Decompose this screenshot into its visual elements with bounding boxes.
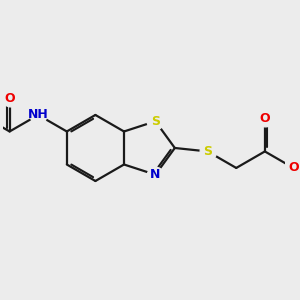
Text: S: S — [203, 145, 212, 158]
Text: O: O — [4, 92, 15, 105]
Text: O: O — [288, 161, 299, 174]
Text: NH: NH — [28, 109, 49, 122]
Text: S: S — [151, 115, 160, 128]
Text: O: O — [260, 112, 270, 125]
Text: N: N — [150, 168, 161, 181]
